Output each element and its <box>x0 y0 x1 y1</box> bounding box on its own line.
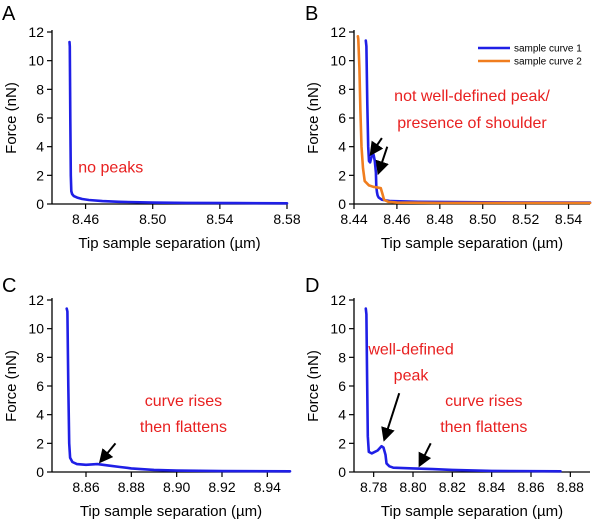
y-tick-label: 6 <box>36 378 44 394</box>
x-tick-label: 8.86 <box>72 479 99 495</box>
y-tick-label: 2 <box>338 435 346 451</box>
panel-label: A <box>2 3 16 25</box>
x-tick-label: 8.50 <box>139 211 166 227</box>
panel-B: B 0 2 4 6 8 10 12 8.44 8.46 8.48 8.50 8.52 8.54 Tip sa… <box>305 3 592 252</box>
x-tick-label: 8.58 <box>273 211 300 227</box>
annotation-text: no peaks <box>78 159 143 176</box>
y-tick-label: 10 <box>330 53 346 69</box>
x-tick-label: 8.82 <box>439 479 466 495</box>
x-tick-label: 8.54 <box>555 211 582 227</box>
legend-entry: sample curve 2 <box>514 57 582 68</box>
x-tick-label: 8.46 <box>72 211 99 227</box>
y-tick-label: 4 <box>338 407 346 423</box>
x-tick-label: 8.78 <box>360 479 387 495</box>
y-axis-label: Force (nN) <box>3 350 20 422</box>
series-line <box>356 34 592 205</box>
y-tick-label: 2 <box>338 167 346 183</box>
y-tick-label: 8 <box>36 349 44 365</box>
x-tick-label: 8.86 <box>517 479 544 495</box>
series-line <box>65 307 292 473</box>
y-tick-label: 12 <box>28 24 44 40</box>
annotation-arrow <box>381 392 401 442</box>
annotation-arrow <box>98 442 117 464</box>
y-tick-label: 8 <box>36 81 44 97</box>
x-tick-label: 8.54 <box>206 211 233 227</box>
y-axis-label: Force (nN) <box>305 350 322 422</box>
x-tick-label: 8.88 <box>118 479 145 495</box>
y-tick-label: 0 <box>338 196 346 212</box>
x-tick-label: 8.48 <box>426 211 453 227</box>
annotation-text: curve rises <box>145 393 222 410</box>
y-axis-label: Force (nN) <box>305 82 322 154</box>
x-tick-label: 8.94 <box>254 479 281 495</box>
y-tick-label: 10 <box>28 53 44 69</box>
panel-C: C 0 2 4 6 8 10 12 8.86 8.88 8.90 8.92 8.94 Tip sample… <box>2 275 292 520</box>
panel-D: D 0 2 4 6 8 10 12 8.78 8.80 8.82 8.84 8.86 8.88 Tip sa… <box>305 275 590 520</box>
legend-entry: sample curve 1 <box>514 44 582 55</box>
y-tick-label: 12 <box>28 292 44 308</box>
y-tick-label: 8 <box>338 349 346 365</box>
y-tick-label: 4 <box>338 139 346 155</box>
x-tick-label: 8.50 <box>469 211 496 227</box>
y-tick-label: 12 <box>330 292 346 308</box>
x-axis-label: Tip sample separation (µm) <box>78 235 260 252</box>
annotation-text: presence of shoulder <box>397 115 547 132</box>
annotation-text: well-defined <box>367 341 453 358</box>
y-tick-label: 6 <box>338 378 346 394</box>
y-tick-label: 10 <box>330 321 346 337</box>
annotation-text: then flattens <box>440 419 527 436</box>
x-axis-label: Tip sample separation (µm) <box>80 503 262 520</box>
x-tick-label: 8.80 <box>399 479 426 495</box>
annotation-text: curve rises <box>445 393 522 410</box>
y-tick-label: 10 <box>28 321 44 337</box>
series-line <box>68 40 289 205</box>
annotation-text: then flattens <box>140 419 227 436</box>
x-tick-label: 8.52 <box>512 211 539 227</box>
y-tick-label: 0 <box>338 464 346 480</box>
y-tick-label: 2 <box>36 435 44 451</box>
annotation-arrow <box>375 146 389 176</box>
y-tick-label: 6 <box>338 110 346 126</box>
annotation-text: peak <box>394 367 430 384</box>
x-axis-label: Tip sample separation (µm) <box>381 503 563 520</box>
y-tick-label: 2 <box>36 167 44 183</box>
y-tick-label: 12 <box>330 24 346 40</box>
panel-label: C <box>2 275 16 297</box>
annotation-text: not well-defined peak/ <box>394 88 550 105</box>
y-tick-label: 0 <box>36 464 44 480</box>
y-tick-label: 6 <box>36 110 44 126</box>
panel-label: D <box>305 275 319 297</box>
x-tick-label: 8.84 <box>478 479 505 495</box>
x-tick-label: 8.92 <box>208 479 235 495</box>
y-axis-label: Force (nN) <box>3 82 20 154</box>
y-tick-label: 8 <box>338 81 346 97</box>
x-tick-label: 8.46 <box>383 211 410 227</box>
panel-A: A 0 2 4 6 8 10 12 8.46 8.50 8.54 8.58 Tip sample sep… <box>2 3 301 252</box>
y-tick-label: 4 <box>36 139 44 155</box>
x-tick-label: 8.44 <box>340 211 367 227</box>
panel-label: B <box>305 3 318 25</box>
annotation-arrow <box>369 137 384 157</box>
x-tick-label: 8.90 <box>163 479 190 495</box>
series-line <box>364 307 562 473</box>
annotation-arrow <box>418 442 432 468</box>
y-tick-label: 4 <box>36 407 44 423</box>
y-tick-label: 0 <box>36 196 44 212</box>
x-axis-label: Tip sample separation (µm) <box>381 235 563 252</box>
x-tick-label: 8.88 <box>557 479 584 495</box>
